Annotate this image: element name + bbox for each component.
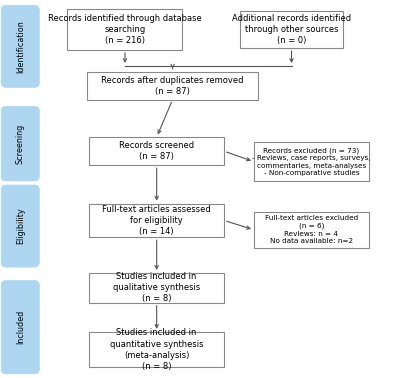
Text: Identification: Identification	[16, 20, 25, 73]
FancyBboxPatch shape	[254, 142, 369, 181]
FancyBboxPatch shape	[240, 11, 343, 48]
Text: Additional records identified
through other sources
(n = 0): Additional records identified through ot…	[232, 14, 351, 45]
FancyBboxPatch shape	[1, 185, 39, 267]
Text: Records after duplicates removed
(n = 87): Records after duplicates removed (n = 87…	[101, 76, 244, 96]
Text: Included: Included	[16, 310, 25, 344]
FancyBboxPatch shape	[87, 71, 258, 100]
FancyBboxPatch shape	[1, 5, 39, 87]
FancyBboxPatch shape	[1, 107, 39, 181]
Text: Full-text articles excluded
(n = 6)
Reviews: n = 4
No data available: n=2: Full-text articles excluded (n = 6) Revi…	[265, 215, 358, 244]
FancyBboxPatch shape	[89, 204, 224, 237]
Text: Full-text articles assessed
for eligibility
(n = 14): Full-text articles assessed for eligibil…	[102, 205, 211, 236]
Text: Eligibility: Eligibility	[16, 208, 25, 244]
Text: Records screened
(n = 87): Records screened (n = 87)	[119, 141, 194, 161]
FancyBboxPatch shape	[1, 280, 39, 374]
Text: Records excluded (n = 73)
- Reviews, case reports, surveys,
commentaries, meta-a: Records excluded (n = 73) - Reviews, cas…	[252, 147, 371, 176]
FancyBboxPatch shape	[89, 273, 224, 303]
Text: Screening: Screening	[16, 124, 25, 164]
FancyBboxPatch shape	[68, 9, 182, 50]
Text: Studies included in
quantitative synthesis
(meta-analysis)
(n = 8): Studies included in quantitative synthes…	[110, 328, 204, 371]
FancyBboxPatch shape	[89, 137, 224, 165]
Text: Studies included in
qualitative synthesis
(n = 8): Studies included in qualitative synthesi…	[113, 272, 200, 304]
FancyBboxPatch shape	[89, 332, 224, 367]
Text: Records identified through database
searching
(n = 216): Records identified through database sear…	[48, 14, 202, 45]
FancyBboxPatch shape	[254, 212, 369, 248]
